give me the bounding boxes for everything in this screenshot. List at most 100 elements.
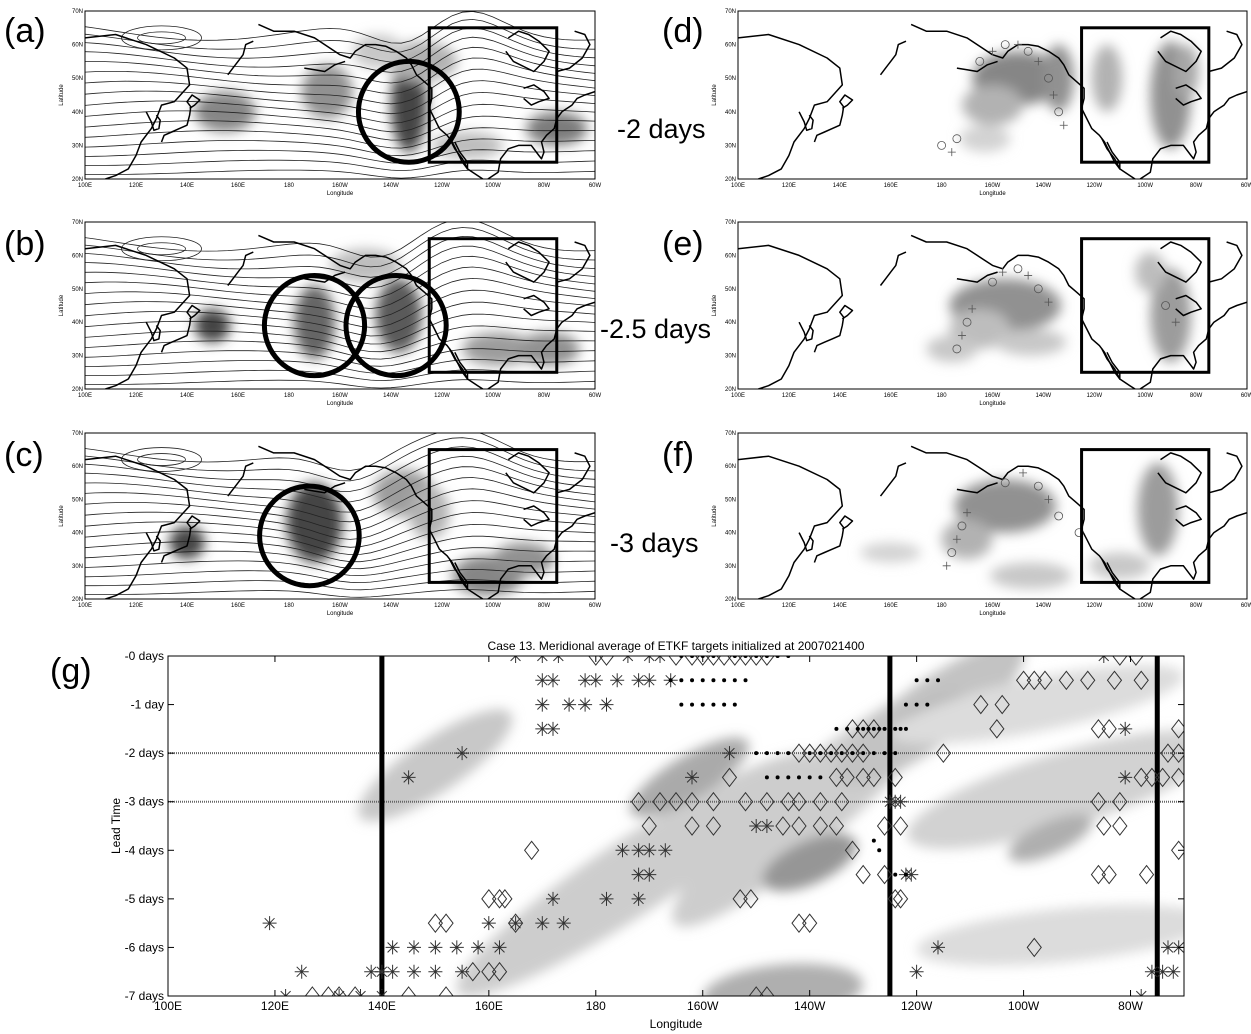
coastline <box>1175 505 1202 527</box>
map-xtick-label: 140E <box>833 393 847 399</box>
asterisk-marker <box>642 867 657 882</box>
diamond-marker <box>727 656 743 666</box>
diamond-marker <box>652 791 668 812</box>
diamond-marker <box>743 889 759 909</box>
coastline <box>813 94 854 143</box>
diamond-marker <box>465 961 481 982</box>
asterisk-marker <box>642 673 657 688</box>
dot-marker <box>936 678 941 683</box>
map-frame <box>737 432 1248 600</box>
contour-line <box>85 57 595 94</box>
map-frame <box>737 221 1248 390</box>
asterisk-marker <box>588 673 603 688</box>
chart-xlabel: Longitude <box>650 1017 703 1031</box>
map-xtick-label: 120W <box>434 183 450 189</box>
dot-marker <box>914 678 919 683</box>
contour-line <box>85 500 595 540</box>
diamond-marker <box>844 743 861 763</box>
map-xtick-label: 180 <box>284 183 295 189</box>
shaded-band <box>358 709 513 822</box>
diamond-marker <box>737 656 754 666</box>
sensitive-region-circle <box>355 58 462 165</box>
contour-line <box>85 289 595 328</box>
contour-line <box>85 466 595 513</box>
coastline <box>956 60 998 73</box>
map-frame <box>737 10 1248 180</box>
coastline <box>910 234 1136 389</box>
coastline <box>304 60 346 73</box>
map-xtick-label: 160W <box>985 183 1001 189</box>
coastline <box>556 30 591 73</box>
target-markers <box>937 40 1068 157</box>
coastline <box>738 33 844 179</box>
map-ytick-label: 20N <box>725 597 736 603</box>
map-xtick-label: 180 <box>284 393 295 399</box>
coastline <box>910 445 1136 599</box>
map-xtick-label: 80W <box>1190 603 1203 609</box>
map-ytick-label: 20N <box>72 177 83 183</box>
diamond-marker <box>855 864 871 885</box>
map-xtick-label: 120E <box>129 183 143 189</box>
contour-line <box>85 91 595 124</box>
y-tick-label: -7 days <box>125 989 164 1003</box>
shaded-region <box>989 562 1072 590</box>
map-xtick-label: 80W <box>538 603 551 609</box>
asterisk-marker <box>631 843 646 858</box>
asterisk-marker <box>642 843 657 858</box>
asterisk-marker <box>492 940 507 955</box>
diamond-marker <box>668 791 684 812</box>
dot-marker <box>732 678 737 683</box>
chart-ylabel: Lead Time <box>109 798 123 854</box>
target-circle <box>1023 46 1033 56</box>
map-ytick-label: 60N <box>725 464 736 470</box>
dot-marker <box>893 872 898 877</box>
shaded-region <box>1150 268 1192 363</box>
coastline <box>505 241 550 283</box>
contour-line <box>85 27 595 63</box>
map-xtick-label: 100W <box>1137 183 1153 189</box>
contour-closed <box>137 453 186 466</box>
target-markers <box>952 264 1180 354</box>
map-xtick-label: 100E <box>731 183 745 189</box>
map-ytick-label: 70N <box>72 9 83 15</box>
map-xlabel: Longitude <box>327 611 354 617</box>
shaded-band <box>916 904 1184 966</box>
shaded-region <box>1135 252 1166 293</box>
map-ytick-label: 60N <box>725 43 736 49</box>
asterisk-marker <box>578 673 593 688</box>
dot-marker <box>690 678 695 683</box>
asterisk-marker <box>931 940 945 955</box>
target-plus <box>942 561 951 570</box>
coastline <box>556 452 591 494</box>
coastline <box>1139 301 1247 389</box>
map-xtick-label: 140E <box>180 393 194 399</box>
map-ytick-label: 30N <box>72 564 83 570</box>
chart-title: Case 13. Meridional average of ETKF targ… <box>488 639 865 653</box>
map-xtick-label: 160W <box>985 393 1001 399</box>
map-frame <box>84 432 596 600</box>
diamond-marker <box>1096 816 1112 836</box>
diamond-marker <box>812 816 829 836</box>
diamond-marker <box>844 840 861 861</box>
map-xtick-label: 160W <box>332 183 348 189</box>
coastline <box>160 304 201 353</box>
dot-marker <box>786 751 791 756</box>
coastline <box>879 251 907 286</box>
contour-line <box>85 512 595 548</box>
dot-marker <box>711 702 716 707</box>
contour-closed <box>121 236 202 262</box>
contour-line <box>85 227 595 268</box>
y-tick-label: -5 days <box>125 892 164 906</box>
map-ylabel: Latitude <box>712 84 718 106</box>
diamond-marker <box>802 743 818 763</box>
lead-time-chart: 100E 120E 140E 160E 180 160W 140W 120W 100W 80W -0… <box>109 639 1185 1031</box>
shaded-region <box>169 525 205 560</box>
map-xtick-label: 120W <box>1086 393 1102 399</box>
map-ytick-label: 70N <box>725 431 736 437</box>
diamond-marker <box>834 791 850 812</box>
coastline <box>813 515 854 563</box>
dot-marker <box>893 726 898 731</box>
dot-marker <box>887 726 892 731</box>
map-ytick-label: 70N <box>72 220 83 226</box>
map-ytick-label: 50N <box>725 497 736 503</box>
